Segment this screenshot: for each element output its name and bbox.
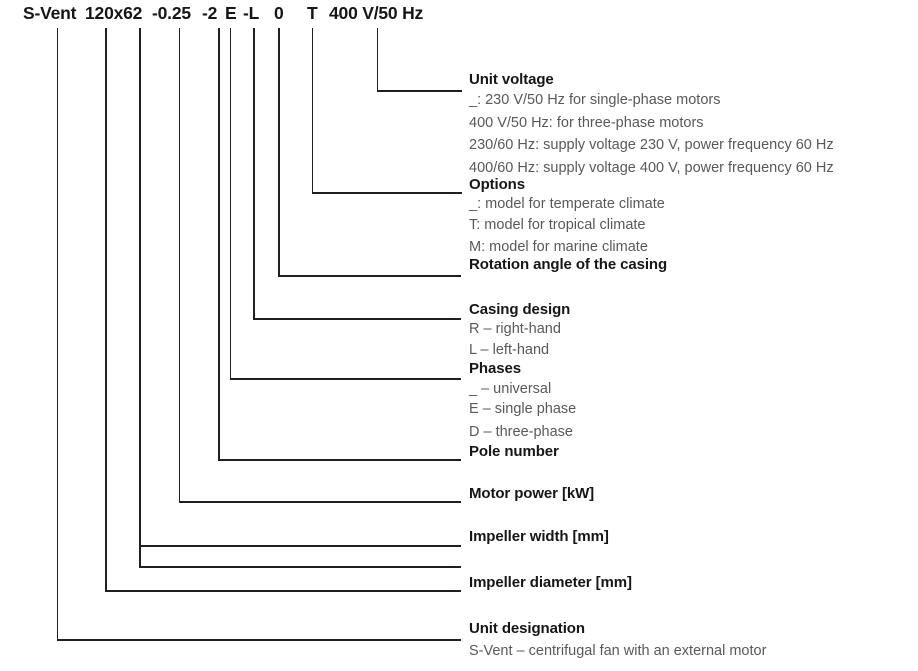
unit-voltage-item: _: 230 V/50 Hz for single-phase motors: [469, 92, 721, 108]
connector-impeller-diameter: [105, 590, 461, 592]
heading-phases: Phases: [469, 360, 521, 377]
phases-item: D – three-phase: [469, 424, 573, 440]
code-segment-unit-designation: S-Vent: [23, 3, 77, 23]
heading-pole-number: Pole number: [469, 443, 559, 460]
options-item: M: model for marine climate: [469, 239, 648, 255]
drop-line-impeller-diameter: [105, 28, 107, 592]
drop-line-motor-power: [178, 28, 180, 503]
drop-line-unit-voltage: [376, 28, 378, 92]
options-item: T: model for tropical climate: [469, 217, 646, 233]
connector-impeller-width-upper: [139, 545, 461, 547]
connector-phases: [229, 378, 461, 380]
unit-voltage-item: 400/60 Hz: supply voltage 400 V, power f…: [469, 160, 834, 176]
code-segment-impeller-size: 120x62: [85, 3, 143, 23]
code-segment-casing-design: -L: [243, 3, 260, 23]
connector-rotation-angle: [278, 275, 461, 277]
drop-line-options: [311, 28, 313, 194]
connector-impeller-width-lower: [139, 566, 461, 568]
phases-item: _ – universal: [469, 381, 552, 397]
drop-line-impeller-width: [139, 28, 141, 568]
heading-options: Options: [469, 176, 525, 193]
code-segment-unit-voltage: 400 V/50 Hz: [329, 3, 424, 23]
drop-line-rotation-angle: [278, 28, 280, 277]
unit-voltage-item: 230/60 Hz: supply voltage 230 V, power f…: [469, 137, 834, 153]
code-segment-options: T: [307, 3, 318, 23]
connector-unit-designation: [56, 639, 461, 641]
drop-line-pole-number: [218, 28, 220, 461]
connector-pole-number: [218, 459, 461, 461]
connector-casing-design: [253, 318, 461, 320]
options-item: _: model for temperate climate: [469, 196, 665, 212]
connector-unit-voltage: [376, 90, 462, 92]
heading-impeller-width: Impeller width [mm]: [469, 528, 609, 545]
code-segment-motor-power: -0.25: [152, 3, 191, 23]
heading-impeller-diameter: Impeller diameter [mm]: [469, 574, 632, 591]
code-segment-phases: E: [225, 3, 237, 23]
drop-line-casing-design: [253, 28, 255, 320]
drop-line-phases: [229, 28, 231, 380]
phases-item: E – single phase: [469, 401, 577, 417]
unit-designation-item: S-Vent – centrifugal fan with an externa…: [469, 643, 767, 659]
casing-design-item: R – right-hand: [469, 321, 561, 337]
unit-voltage-item: 400 V/50 Hz: for three-phase motors: [469, 115, 704, 131]
heading-rotation-angle: Rotation angle of the casing: [469, 256, 668, 273]
heading-motor-power: Motor power [kW]: [469, 485, 595, 502]
casing-design-item: L – left-hand: [469, 342, 550, 358]
connector-options: [311, 192, 462, 194]
connector-motor-power: [178, 501, 461, 503]
drop-line-unit-designation: [56, 28, 58, 641]
code-segment-pole-number: -2: [202, 3, 218, 23]
heading-unit-voltage: Unit voltage: [469, 71, 554, 88]
heading-unit-designation: Unit designation: [469, 620, 585, 637]
code-segment-rotation-angle: 0: [274, 3, 284, 23]
heading-casing-design: Casing design: [469, 301, 571, 318]
